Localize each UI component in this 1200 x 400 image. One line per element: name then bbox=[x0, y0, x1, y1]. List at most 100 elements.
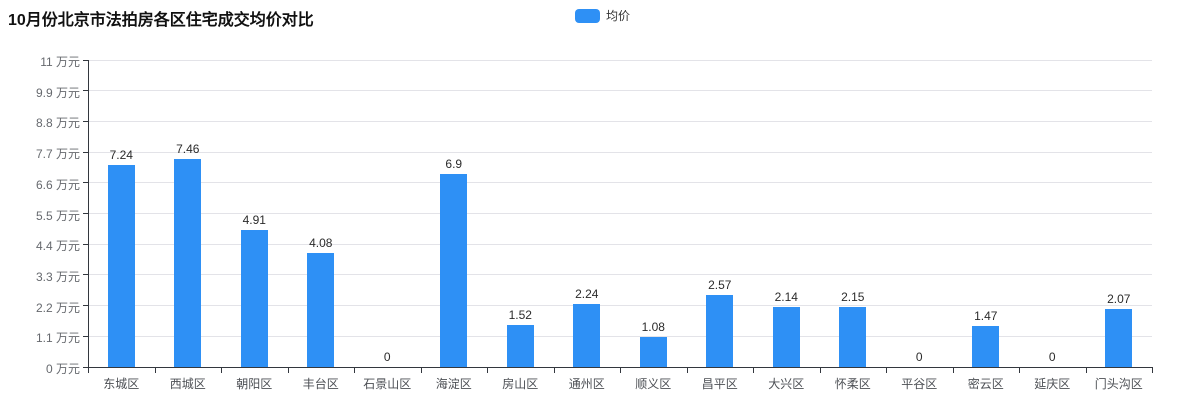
x-axis-label: 房山区 bbox=[502, 377, 539, 391]
x-axis-label: 朝阳区 bbox=[236, 377, 273, 391]
x-axis-tick bbox=[886, 368, 887, 373]
bar[interactable] bbox=[573, 304, 601, 367]
x-axis-tick bbox=[154, 368, 156, 373]
bar-value-label: 0 bbox=[383, 350, 391, 364]
bar-value-label: 7.24 bbox=[109, 147, 133, 162]
chart-title: 10月份北京市法拍房各区住宅成交均价对比 bbox=[8, 12, 314, 29]
bar-value-label: 4.91 bbox=[242, 212, 266, 227]
y-axis-label: 1.1 万元 bbox=[35, 331, 80, 346]
y-axis-tick bbox=[83, 243, 88, 245]
bar[interactable] bbox=[972, 325, 1000, 367]
gridline bbox=[88, 120, 1152, 122]
bar[interactable] bbox=[240, 229, 268, 367]
bar-value-label: 7.46 bbox=[176, 141, 200, 156]
x-axis-line bbox=[88, 367, 1153, 368]
x-axis-tick bbox=[819, 368, 821, 373]
x-axis-tick bbox=[1152, 368, 1153, 373]
bar[interactable] bbox=[1105, 309, 1133, 367]
bar-value-label: 4.08 bbox=[309, 236, 333, 251]
x-axis-tick bbox=[753, 368, 754, 373]
x-axis-tick bbox=[354, 368, 355, 373]
x-axis-label: 延庆区 bbox=[1034, 377, 1071, 391]
x-axis-label: 东城区 bbox=[103, 377, 140, 391]
y-axis-tick bbox=[83, 335, 88, 337]
bar-value-label: 2.07 bbox=[1107, 292, 1131, 307]
bar[interactable] bbox=[506, 324, 534, 367]
bar-value-label: 0 bbox=[915, 350, 923, 364]
legend-swatch bbox=[575, 8, 600, 23]
y-axis-tick bbox=[83, 90, 88, 92]
y-axis-tick bbox=[83, 182, 88, 184]
x-axis-tick bbox=[1019, 368, 1020, 373]
y-axis-tick bbox=[83, 274, 88, 276]
y-axis-label: 3.3 万元 bbox=[35, 269, 80, 284]
gridline bbox=[88, 90, 1152, 92]
bar-value-label: 0 bbox=[1048, 350, 1056, 364]
bar-value-label: 1.47 bbox=[974, 308, 998, 323]
x-axis-label: 石景山区 bbox=[363, 377, 412, 391]
x-axis-tick bbox=[620, 368, 621, 373]
x-axis-label: 顺义区 bbox=[635, 377, 672, 391]
bar[interactable] bbox=[639, 336, 667, 367]
x-axis-label: 丰台区 bbox=[302, 377, 339, 391]
x-axis-label: 西城区 bbox=[169, 377, 206, 391]
gridline bbox=[88, 335, 1152, 337]
y-axis-line bbox=[88, 60, 89, 367]
bar[interactable] bbox=[839, 306, 867, 367]
bar-value-label: 1.52 bbox=[508, 307, 532, 322]
bar-value-label: 2.15 bbox=[841, 289, 865, 304]
y-axis-label: 8.8 万元 bbox=[35, 116, 80, 131]
x-axis-label: 通州区 bbox=[568, 377, 605, 391]
gridline bbox=[88, 151, 1152, 153]
x-axis-label: 门头沟区 bbox=[1094, 377, 1143, 391]
bar[interactable] bbox=[307, 253, 335, 367]
y-axis-tick bbox=[83, 366, 88, 368]
x-axis-label: 密云区 bbox=[967, 377, 1004, 391]
legend-item-avg-price[interactable]: 均价 bbox=[575, 7, 630, 24]
y-axis-tick bbox=[83, 213, 88, 214]
bar-value-label: 2.57 bbox=[708, 278, 732, 293]
y-axis-tick bbox=[83, 120, 88, 122]
y-axis-label: 11 万元 bbox=[40, 55, 80, 69]
x-axis-label: 昌平区 bbox=[701, 377, 738, 391]
bar[interactable] bbox=[107, 164, 135, 367]
y-axis-label: 5.5 万元 bbox=[35, 208, 80, 223]
bar[interactable] bbox=[440, 174, 468, 367]
x-axis-tick bbox=[1085, 368, 1087, 373]
x-axis-tick bbox=[952, 368, 954, 373]
y-axis-tick bbox=[83, 59, 88, 61]
y-axis-label: 7.7 万元 bbox=[35, 147, 80, 162]
bar[interactable] bbox=[772, 307, 800, 367]
y-axis-label: 6.6 万元 bbox=[35, 177, 80, 192]
y-axis-label: 2.2 万元 bbox=[35, 300, 80, 315]
y-axis-label: 0 万元 bbox=[45, 362, 80, 376]
bar[interactable] bbox=[706, 295, 734, 367]
gridline bbox=[88, 213, 1152, 214]
x-axis-label: 怀柔区 bbox=[834, 377, 871, 391]
bar-value-label: 2.14 bbox=[774, 290, 798, 305]
x-axis-tick bbox=[221, 368, 222, 373]
gridline bbox=[88, 305, 1152, 307]
bar-value-label: 1.08 bbox=[641, 319, 665, 334]
x-axis-tick bbox=[553, 368, 555, 373]
bar-value-label: 2.24 bbox=[575, 287, 599, 302]
legend-label: 均价 bbox=[606, 9, 631, 23]
y-axis-label: 4.4 万元 bbox=[35, 239, 80, 254]
x-axis-label: 海淀区 bbox=[435, 377, 472, 391]
x-axis-tick bbox=[686, 368, 688, 373]
y-axis-tick bbox=[83, 151, 88, 153]
bar-value-label: 6.9 bbox=[445, 157, 463, 172]
x-axis-tick bbox=[88, 368, 89, 373]
gridline bbox=[88, 182, 1152, 184]
x-axis-tick bbox=[420, 368, 422, 373]
y-axis-tick bbox=[83, 305, 88, 307]
x-axis-tick bbox=[487, 368, 488, 373]
x-axis-label: 大兴区 bbox=[768, 377, 805, 391]
x-axis-label: 平谷区 bbox=[901, 377, 938, 391]
gridline bbox=[88, 59, 1152, 61]
x-axis-tick bbox=[287, 368, 289, 373]
bar[interactable] bbox=[174, 158, 202, 367]
y-axis-label: 9.9 万元 bbox=[35, 85, 80, 100]
gridline bbox=[88, 243, 1152, 245]
